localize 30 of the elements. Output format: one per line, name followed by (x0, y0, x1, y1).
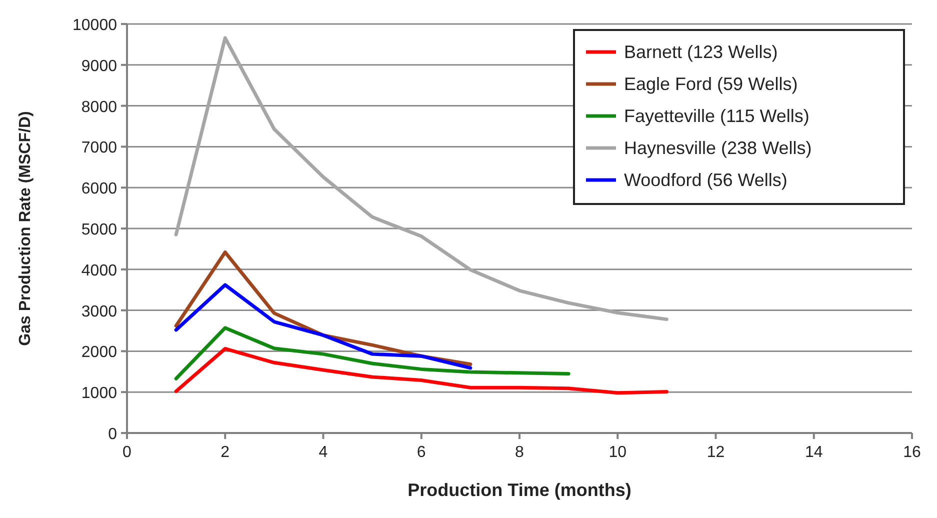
y-tick-label: 9000 (81, 58, 118, 75)
x-tick-label: 12 (706, 444, 725, 461)
y-tick-label: 8000 (81, 98, 118, 116)
x-tick-label: 6 (416, 444, 426, 461)
x-tick-label: 0 (122, 444, 132, 461)
legend-label: Woodford (56 Wells) (624, 170, 788, 190)
y-tick-label: 1000 (81, 385, 118, 402)
line-series (174, 346, 668, 395)
line-series (174, 326, 570, 380)
y-tick-label: 3000 (81, 303, 118, 320)
x-tick-label: 2 (220, 444, 230, 461)
y-tick-label: 5000 (81, 222, 118, 238)
y-tick-label: 6000 (81, 180, 118, 198)
legend-label: Eagle Ford (59 Wells) (624, 74, 798, 94)
y-tick-label: 2000 (81, 344, 118, 362)
legend-label: Barnett (123 Wells) (624, 42, 778, 62)
x-tick-label: 8 (515, 444, 524, 461)
line-series (174, 283, 472, 370)
y-tick-label: 0 (108, 426, 118, 443)
y-tick-label: 4000 (81, 262, 118, 280)
y-axis-title: Gas Production Rate (MSCF/D) (17, 111, 34, 346)
y-tick-label: 10000 (72, 17, 118, 34)
x-tick-label: 16 (903, 444, 921, 461)
x-tick-label: 14 (804, 444, 823, 461)
y-tick-label: 7000 (81, 140, 118, 157)
legend-label: Haynesville (238 Wells) (624, 138, 812, 158)
legend-label: Fayetteville (115 Wells) (624, 106, 810, 126)
x-tick-label: 10 (608, 444, 627, 461)
x-tick-label: 4 (318, 444, 328, 461)
x-axis-title: Production Time (months) (408, 480, 632, 500)
